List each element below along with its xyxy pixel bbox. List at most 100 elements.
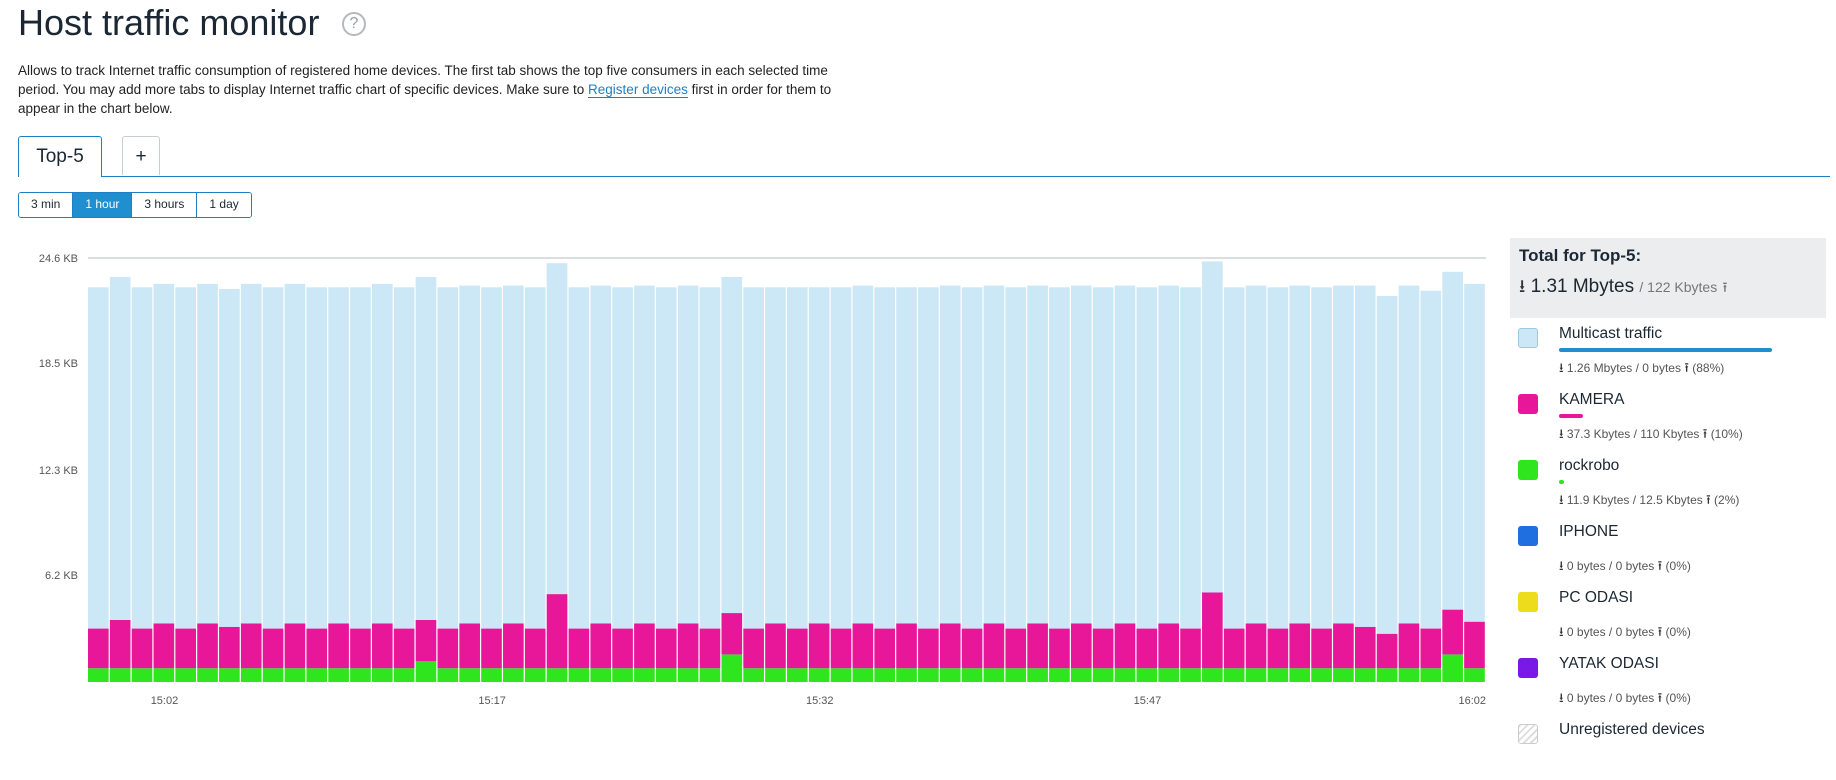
bar-segment-rockrobo[interactable] (1376, 668, 1398, 682)
bar-segment-kamera[interactable] (284, 623, 306, 669)
bar-segment-kamera[interactable] (219, 626, 240, 669)
bar-segment-multicast-traffic[interactable] (677, 285, 699, 624)
bar-segment-rockrobo[interactable] (1420, 668, 1442, 682)
bar-segment-kamera[interactable] (1442, 609, 1463, 655)
bar-segment-kamera[interactable] (1464, 621, 1485, 669)
bar-segment-kamera[interactable] (503, 623, 524, 669)
bar-segment-rockrobo[interactable] (437, 668, 459, 682)
period-1-day-button[interactable]: 1 day (197, 193, 251, 217)
legend-item-kamera[interactable]: KAMERA ⭳ 37.3 Kbytes / 110 Kbytes ⭱ (10%… (1518, 390, 1828, 450)
bar-segment-kamera[interactable] (655, 628, 677, 669)
bar-segment-multicast-traffic[interactable] (393, 287, 415, 629)
bar-segment-kamera[interactable] (1223, 628, 1245, 669)
bar-segment-rockrobo[interactable] (655, 668, 677, 682)
bar-segment-kamera[interactable] (175, 628, 197, 669)
bar-segment-multicast-traffic[interactable] (415, 276, 437, 620)
bar-segment-kamera[interactable] (612, 628, 633, 669)
bar-segment-rockrobo[interactable] (743, 668, 764, 682)
bar-segment-kamera[interactable] (437, 628, 459, 669)
bar-segment-kamera[interactable] (590, 623, 612, 669)
bar-segment-kamera[interactable] (481, 628, 502, 669)
bar-segment-multicast-traffic[interactable] (284, 283, 306, 624)
bar-segment-multicast-traffic[interactable] (197, 283, 218, 624)
bar-segment-kamera[interactable] (677, 623, 699, 669)
bar-segment-kamera[interactable] (765, 623, 786, 669)
bar-segment-kamera[interactable] (153, 623, 175, 669)
legend-item-yatak-odasi[interactable]: YATAK ODASI ⭳ 0 bytes / 0 bytes ⭱ (0%) (1518, 654, 1828, 714)
bar-segment-kamera[interactable] (1136, 628, 1158, 669)
bar-segment-rockrobo[interactable] (131, 668, 153, 682)
bar-segment-rockrobo[interactable] (1267, 668, 1289, 682)
bar-segment-kamera[interactable] (808, 623, 830, 669)
bar-segment-multicast-traffic[interactable] (1223, 287, 1245, 629)
bar-segment-rockrobo[interactable] (1354, 668, 1376, 682)
bar-segment-rockrobo[interactable] (1245, 668, 1267, 682)
bar-segment-kamera[interactable] (1398, 623, 1420, 669)
bar-segment-multicast-traffic[interactable] (503, 285, 524, 624)
legend-item-unregistered[interactable]: Unregistered devices (1518, 720, 1828, 780)
bar-segment-rockrobo[interactable] (393, 668, 415, 682)
bar-segment-multicast-traffic[interactable] (808, 287, 830, 624)
bar-segment-rockrobo[interactable] (699, 668, 721, 682)
bar-segment-kamera[interactable] (546, 594, 568, 669)
bar-segment-kamera[interactable] (634, 623, 655, 669)
bar-segment-rockrobo[interactable] (765, 668, 786, 682)
period-3-hours-button[interactable]: 3 hours (132, 193, 198, 217)
bar-segment-multicast-traffic[interactable] (1420, 290, 1442, 629)
bar-segment-multicast-traffic[interactable] (568, 287, 590, 629)
bar-segment-multicast-traffic[interactable] (328, 287, 349, 624)
bar-segment-rockrobo[interactable] (787, 668, 808, 682)
bar-segment-multicast-traffic[interactable] (1114, 285, 1136, 624)
bar-segment-multicast-traffic[interactable] (830, 287, 852, 629)
bar-segment-rockrobo[interactable] (918, 668, 939, 682)
bar-segment-multicast-traffic[interactable] (481, 287, 502, 629)
bar-segment-kamera[interactable] (88, 628, 109, 669)
bar-segment-rockrobo[interactable] (983, 668, 1005, 682)
bar-segment-multicast-traffic[interactable] (1027, 285, 1048, 624)
bar-segment-multicast-traffic[interactable] (306, 287, 328, 629)
bar-segment-kamera[interactable] (721, 613, 743, 655)
bar-segment-rockrobo[interactable] (874, 668, 896, 682)
bar-segment-multicast-traffic[interactable] (699, 287, 721, 629)
bar-segment-rockrobo[interactable] (1442, 654, 1463, 682)
bar-segment-kamera[interactable] (961, 628, 983, 669)
bar-segment-rockrobo[interactable] (1289, 668, 1311, 682)
period-3-min-button[interactable]: 3 min (19, 193, 74, 217)
bar-segment-kamera[interactable] (415, 619, 437, 662)
bar-segment-rockrobo[interactable] (634, 668, 655, 682)
bar-segment-kamera[interactable] (983, 623, 1005, 669)
bar-segment-rockrobo[interactable] (1311, 668, 1332, 682)
bar-segment-kamera[interactable] (371, 623, 393, 669)
bar-segment-kamera[interactable] (306, 628, 328, 669)
bar-segment-kamera[interactable] (459, 623, 480, 669)
bar-segment-kamera[interactable] (874, 628, 896, 669)
bar-segment-rockrobo[interactable] (1114, 668, 1136, 682)
bar-segment-rockrobo[interactable] (350, 668, 371, 682)
legend-item-multicast[interactable]: Multicast traffic ⭳ 1.26 Mbytes / 0 byte… (1518, 324, 1828, 384)
bar-segment-kamera[interactable] (393, 628, 415, 669)
bar-segment-multicast-traffic[interactable] (590, 285, 612, 624)
legend-item-rockrobo[interactable]: rockrobo ⭳ 11.9 Kbytes / 12.5 Kbytes ⭱ (… (1518, 456, 1828, 516)
bar-segment-multicast-traffic[interactable] (1092, 287, 1114, 629)
bar-segment-multicast-traffic[interactable] (1005, 287, 1027, 629)
bar-segment-kamera[interactable] (524, 628, 546, 669)
bar-segment-multicast-traffic[interactable] (1311, 287, 1332, 629)
bar-segment-multicast-traffic[interactable] (262, 287, 284, 629)
bar-segment-kamera[interactable] (1158, 623, 1179, 669)
bar-segment-rockrobo[interactable] (1202, 668, 1223, 682)
bar-segment-multicast-traffic[interactable] (1333, 285, 1354, 624)
bar-segment-multicast-traffic[interactable] (1464, 283, 1485, 622)
bar-segment-rockrobo[interactable] (219, 668, 240, 682)
bar-segment-kamera[interactable] (109, 619, 131, 669)
bar-segment-rockrobo[interactable] (109, 668, 131, 682)
bar-segment-rockrobo[interactable] (197, 668, 218, 682)
bar-segment-kamera[interactable] (1376, 633, 1398, 669)
bar-segment-rockrobo[interactable] (524, 668, 546, 682)
bar-segment-multicast-traffic[interactable] (1245, 285, 1267, 624)
bar-segment-rockrobo[interactable] (1464, 668, 1485, 682)
bar-segment-multicast-traffic[interactable] (721, 276, 743, 614)
question-circle-icon[interactable]: ? (342, 12, 366, 36)
bar-segment-kamera[interactable] (1289, 623, 1311, 669)
legend-item-iphone[interactable]: IPHONE ⭳ 0 bytes / 0 bytes ⭱ (0%) (1518, 522, 1828, 582)
bar-segment-rockrobo[interactable] (961, 668, 983, 682)
